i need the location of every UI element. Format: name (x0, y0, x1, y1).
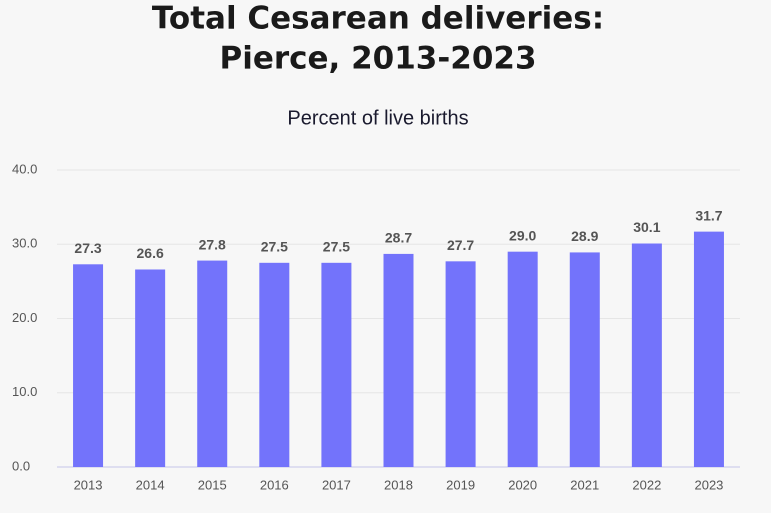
chart-title: Pierce, 2013-2023 (219, 41, 536, 77)
bar (321, 262, 352, 467)
y-tick-label: 10.0 (12, 384, 37, 399)
value-label: 27.8 (199, 236, 226, 252)
y-tick-label: 30.0 (12, 236, 37, 251)
bar (73, 264, 104, 467)
bar (631, 243, 662, 467)
x-tick-label: 2017 (322, 477, 351, 492)
x-tick-label: 2016 (260, 477, 289, 492)
value-label: 29.0 (509, 227, 536, 243)
value-label: 26.6 (137, 245, 164, 261)
x-tick-label: 2021 (570, 477, 599, 492)
bar (197, 260, 228, 467)
chart-subtitle: Percent of live births (287, 107, 468, 129)
bar (259, 262, 290, 467)
x-tick-label: 2023 (694, 477, 723, 492)
x-tick-label: 2022 (632, 477, 661, 492)
bar (383, 253, 414, 467)
value-label: 27.5 (323, 239, 350, 255)
value-label: 31.7 (695, 207, 722, 223)
value-label: 27.5 (261, 239, 288, 255)
y-tick-label: 0.0 (12, 458, 30, 473)
x-tick-label: 2013 (74, 477, 103, 492)
chart-title: Total Cesarean deliveries: (152, 1, 604, 37)
x-tick-label: 2015 (198, 477, 227, 492)
x-tick-label: 2019 (446, 477, 475, 492)
value-label: 28.9 (571, 228, 598, 244)
value-label: 27.7 (447, 237, 474, 253)
x-tick-label: 2018 (384, 477, 413, 492)
value-label: 28.7 (385, 230, 412, 246)
bar (507, 251, 538, 467)
y-tick-label: 20.0 (12, 310, 37, 325)
value-label: 27.3 (74, 240, 101, 256)
bar (693, 231, 724, 467)
bar (445, 261, 476, 467)
y-tick-label: 40.0 (12, 161, 37, 176)
bar (135, 269, 166, 467)
bar (569, 252, 600, 467)
x-tick-label: 2014 (136, 477, 165, 492)
x-tick-label: 2020 (508, 477, 537, 492)
value-label: 30.1 (633, 219, 660, 235)
